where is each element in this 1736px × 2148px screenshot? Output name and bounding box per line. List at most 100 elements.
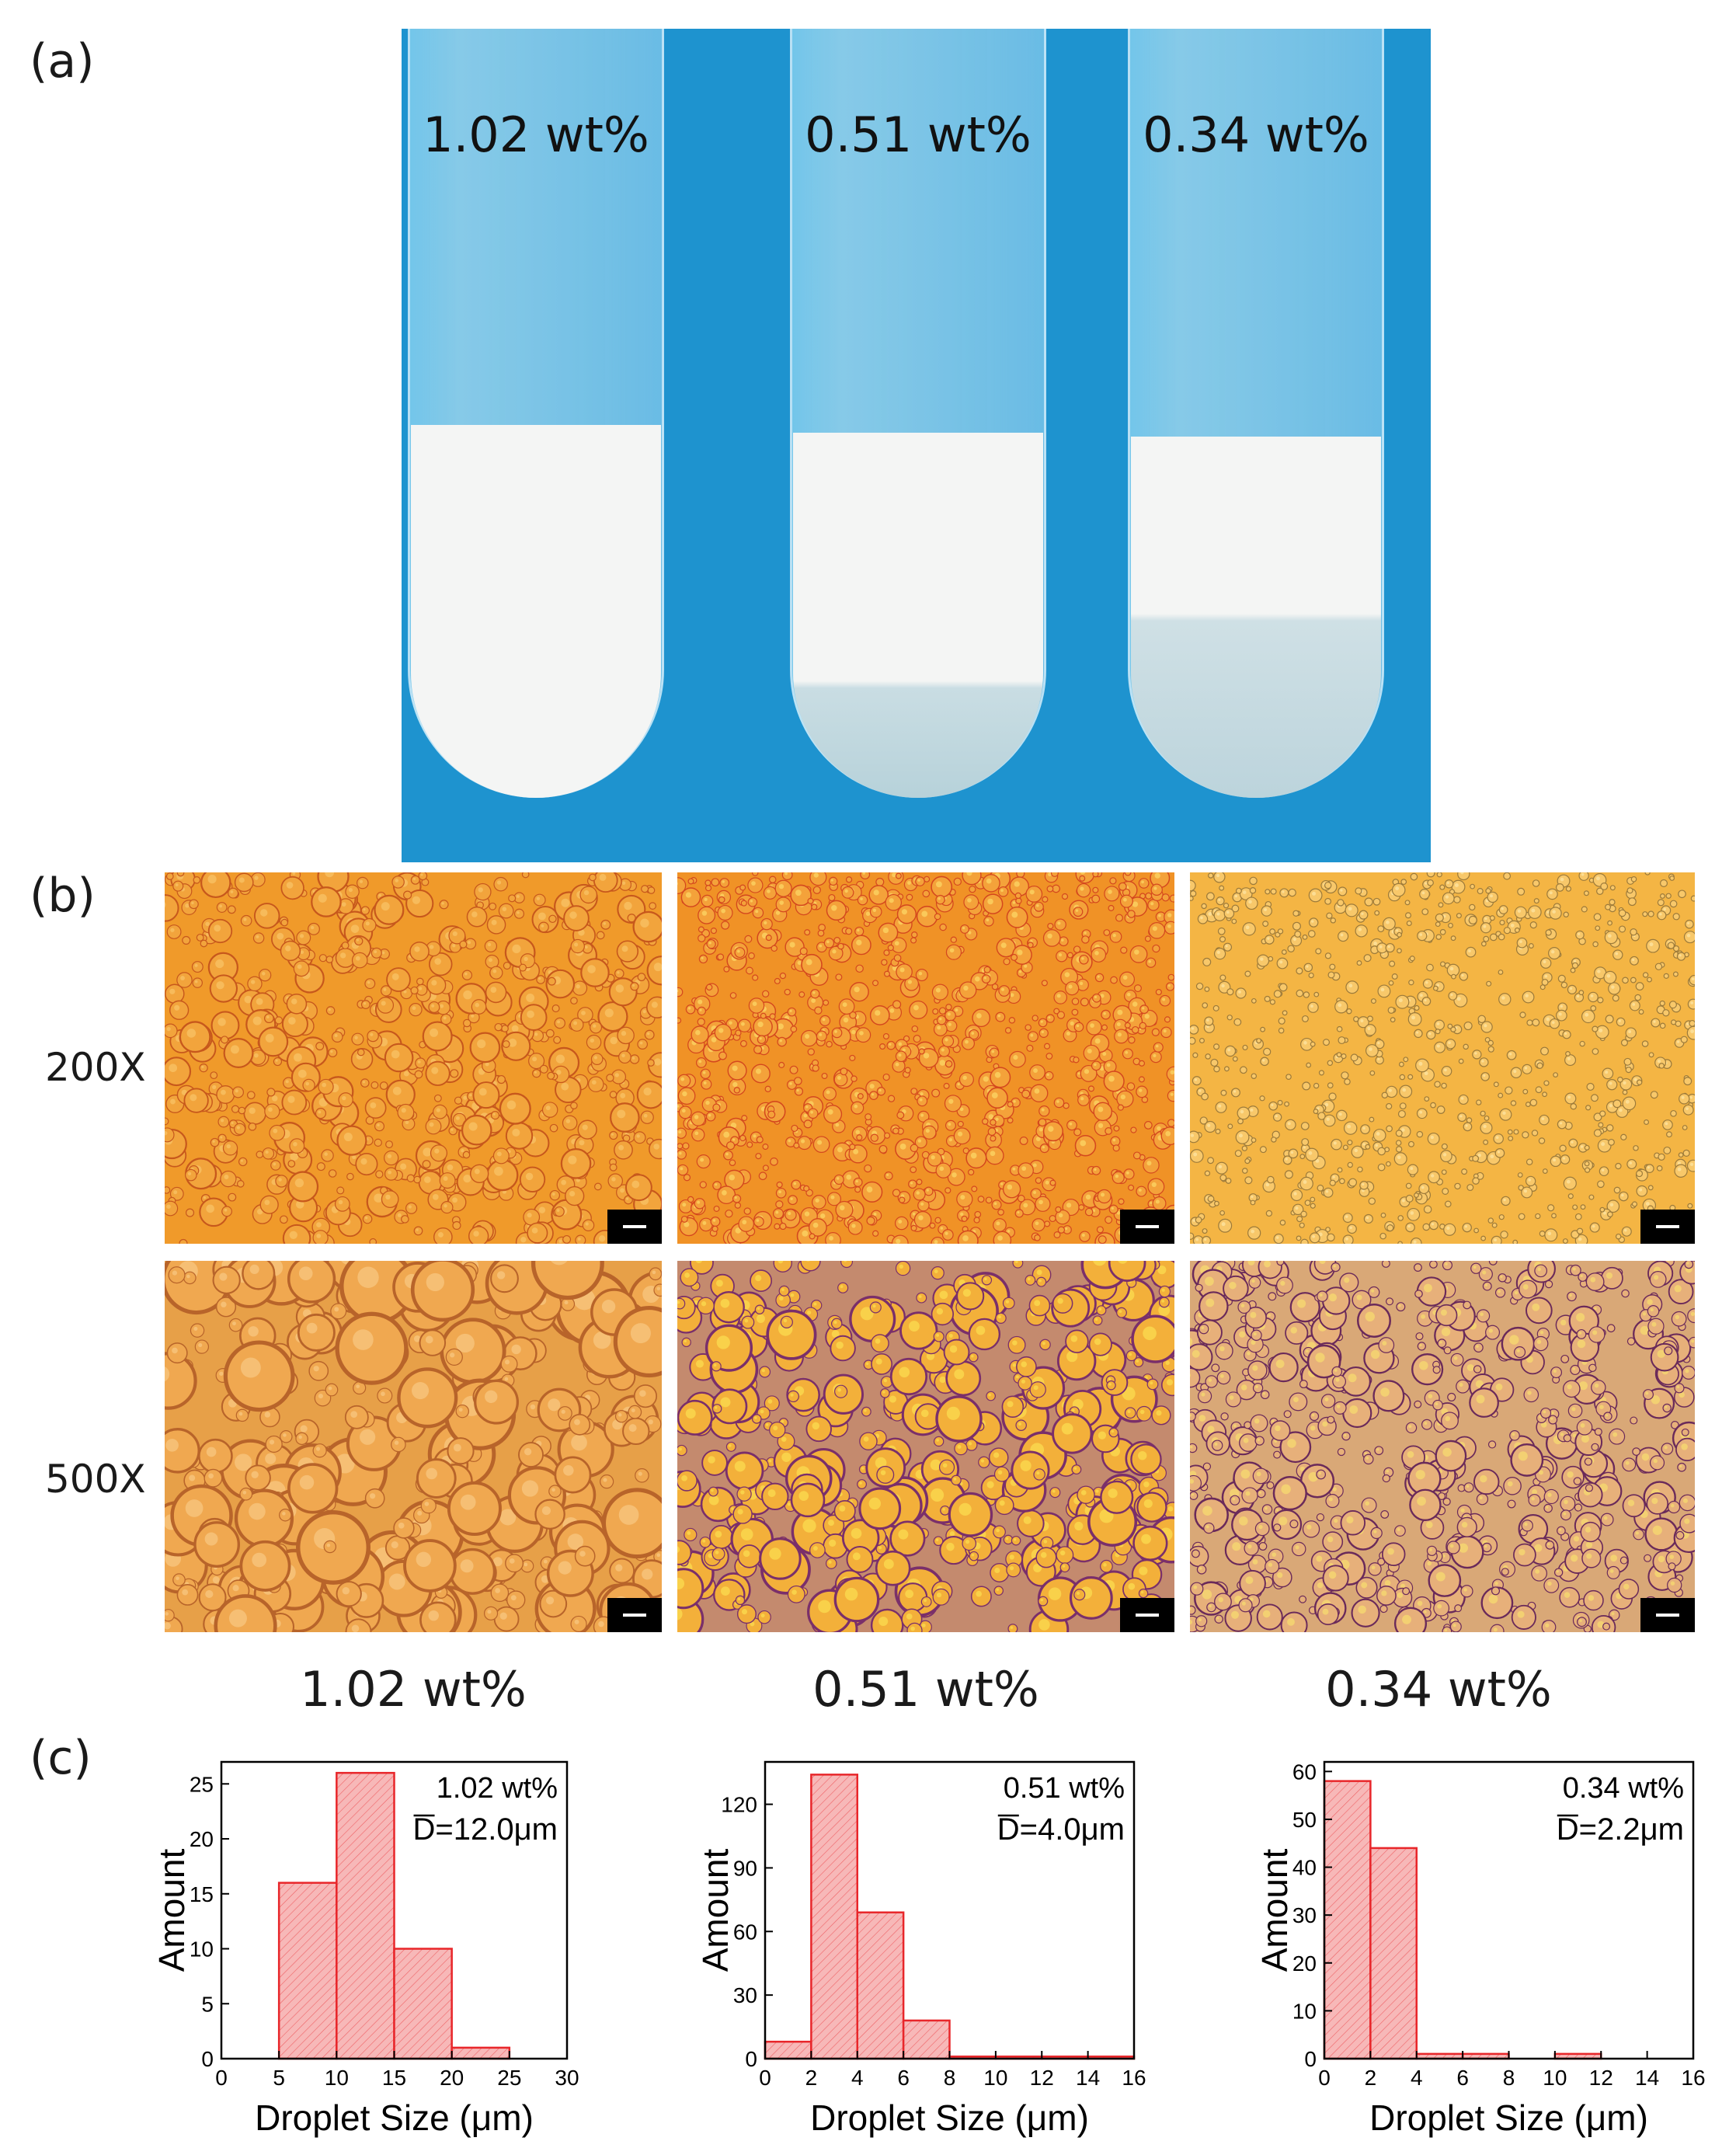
droplet: [1510, 1100, 1517, 1106]
droplet: [1273, 990, 1282, 998]
droplet: [459, 940, 468, 949]
droplet: [1325, 1227, 1331, 1233]
droplet: [1208, 872, 1214, 879]
droplet: [1251, 1329, 1262, 1342]
droplet: [1237, 1300, 1251, 1314]
droplet: [1613, 1186, 1621, 1194]
droplet: [1368, 1562, 1382, 1576]
droplet: [1220, 1089, 1227, 1096]
droplet: [1376, 1586, 1397, 1606]
droplet: [629, 1054, 640, 1064]
droplet: [1317, 1603, 1339, 1625]
droplet: [1259, 1146, 1267, 1154]
droplet: [238, 1106, 246, 1115]
droplet: [179, 1238, 188, 1244]
droplet: [1636, 1185, 1648, 1197]
droplet: [210, 1071, 218, 1080]
droplet: [222, 1140, 238, 1156]
droplet: [1526, 1297, 1553, 1325]
droplet: [1265, 1210, 1273, 1217]
droplet: [1006, 906, 1028, 928]
droplet: [1206, 892, 1215, 901]
droplet: [1525, 1175, 1536, 1187]
droplet: [1339, 1272, 1359, 1293]
x-tick-label: 2: [1365, 2066, 1377, 2090]
droplet: [377, 997, 395, 1014]
droplet: [1308, 888, 1323, 903]
droplet: [978, 1456, 990, 1468]
droplet: [1442, 892, 1455, 905]
droplet: [882, 1032, 889, 1040]
droplet: [683, 1174, 691, 1182]
droplet: [1671, 1311, 1687, 1327]
droplet: [1288, 888, 1296, 897]
y-tick-label: 5: [201, 1992, 214, 2016]
droplet: [904, 976, 920, 991]
droplet: [1539, 1231, 1546, 1237]
droplet: [1441, 1143, 1448, 1150]
droplet: [1251, 997, 1257, 1004]
droplet: [1381, 1091, 1388, 1098]
droplet: [1603, 970, 1617, 984]
droplet: [385, 1079, 416, 1109]
droplet: [1426, 872, 1435, 878]
droplet: [1269, 1420, 1291, 1441]
droplet: [1630, 977, 1637, 983]
droplet: [1317, 1290, 1328, 1302]
droplet: [1169, 894, 1174, 903]
droplet: [505, 1122, 534, 1150]
droplet: [972, 1008, 991, 1028]
droplet: [812, 886, 821, 894]
droplet: [596, 931, 605, 940]
emulsion-layer: [411, 425, 661, 798]
droplet: [698, 906, 716, 924]
droplet: [1272, 1476, 1307, 1511]
droplet: [1250, 1414, 1268, 1433]
droplet: [1463, 1043, 1469, 1050]
droplet: [1369, 1116, 1375, 1123]
droplet: [1214, 1614, 1223, 1624]
droplet: [870, 1133, 878, 1142]
droplet: [961, 1215, 968, 1222]
droplet: [1150, 883, 1163, 896]
droplet: [608, 977, 638, 1007]
droplet: [1143, 1121, 1153, 1130]
droplet: [1433, 1600, 1450, 1617]
droplet: [746, 1141, 753, 1148]
droplet: [1299, 1222, 1305, 1228]
droplet: [1352, 1290, 1372, 1310]
droplet: [1092, 886, 1099, 893]
droplet: [223, 1038, 254, 1068]
droplet: [346, 1172, 354, 1181]
droplet: [371, 1081, 379, 1089]
droplet: [1289, 1520, 1299, 1529]
droplet: [1461, 1168, 1468, 1175]
droplet: [560, 1148, 592, 1179]
droplet: [1088, 1332, 1112, 1356]
droplet: [694, 1198, 705, 1210]
droplet: [1038, 1596, 1049, 1607]
droplet: [896, 904, 917, 924]
droplet: [1503, 927, 1511, 935]
droplet: [192, 977, 203, 988]
droplet: [718, 896, 725, 903]
droplet: [1136, 1492, 1167, 1523]
droplet: [1458, 1058, 1464, 1064]
droplet: [785, 1209, 797, 1221]
droplet: [1039, 1339, 1051, 1351]
droplet: [1091, 1165, 1101, 1175]
droplet: [1630, 928, 1637, 936]
droplet: [1472, 1154, 1480, 1162]
droplet: [737, 1544, 761, 1568]
droplet: [1158, 1297, 1170, 1308]
droplet: [1276, 1261, 1285, 1266]
droplet: [1415, 1058, 1429, 1073]
droplet: [826, 900, 847, 921]
droplet: [1518, 1213, 1526, 1220]
droplet: [1268, 1292, 1277, 1301]
droplet: [1543, 1080, 1550, 1086]
droplet: [1463, 1122, 1473, 1132]
droplet: [1278, 1027, 1285, 1034]
droplet: [1049, 1487, 1061, 1499]
droplet: [1370, 1527, 1383, 1540]
